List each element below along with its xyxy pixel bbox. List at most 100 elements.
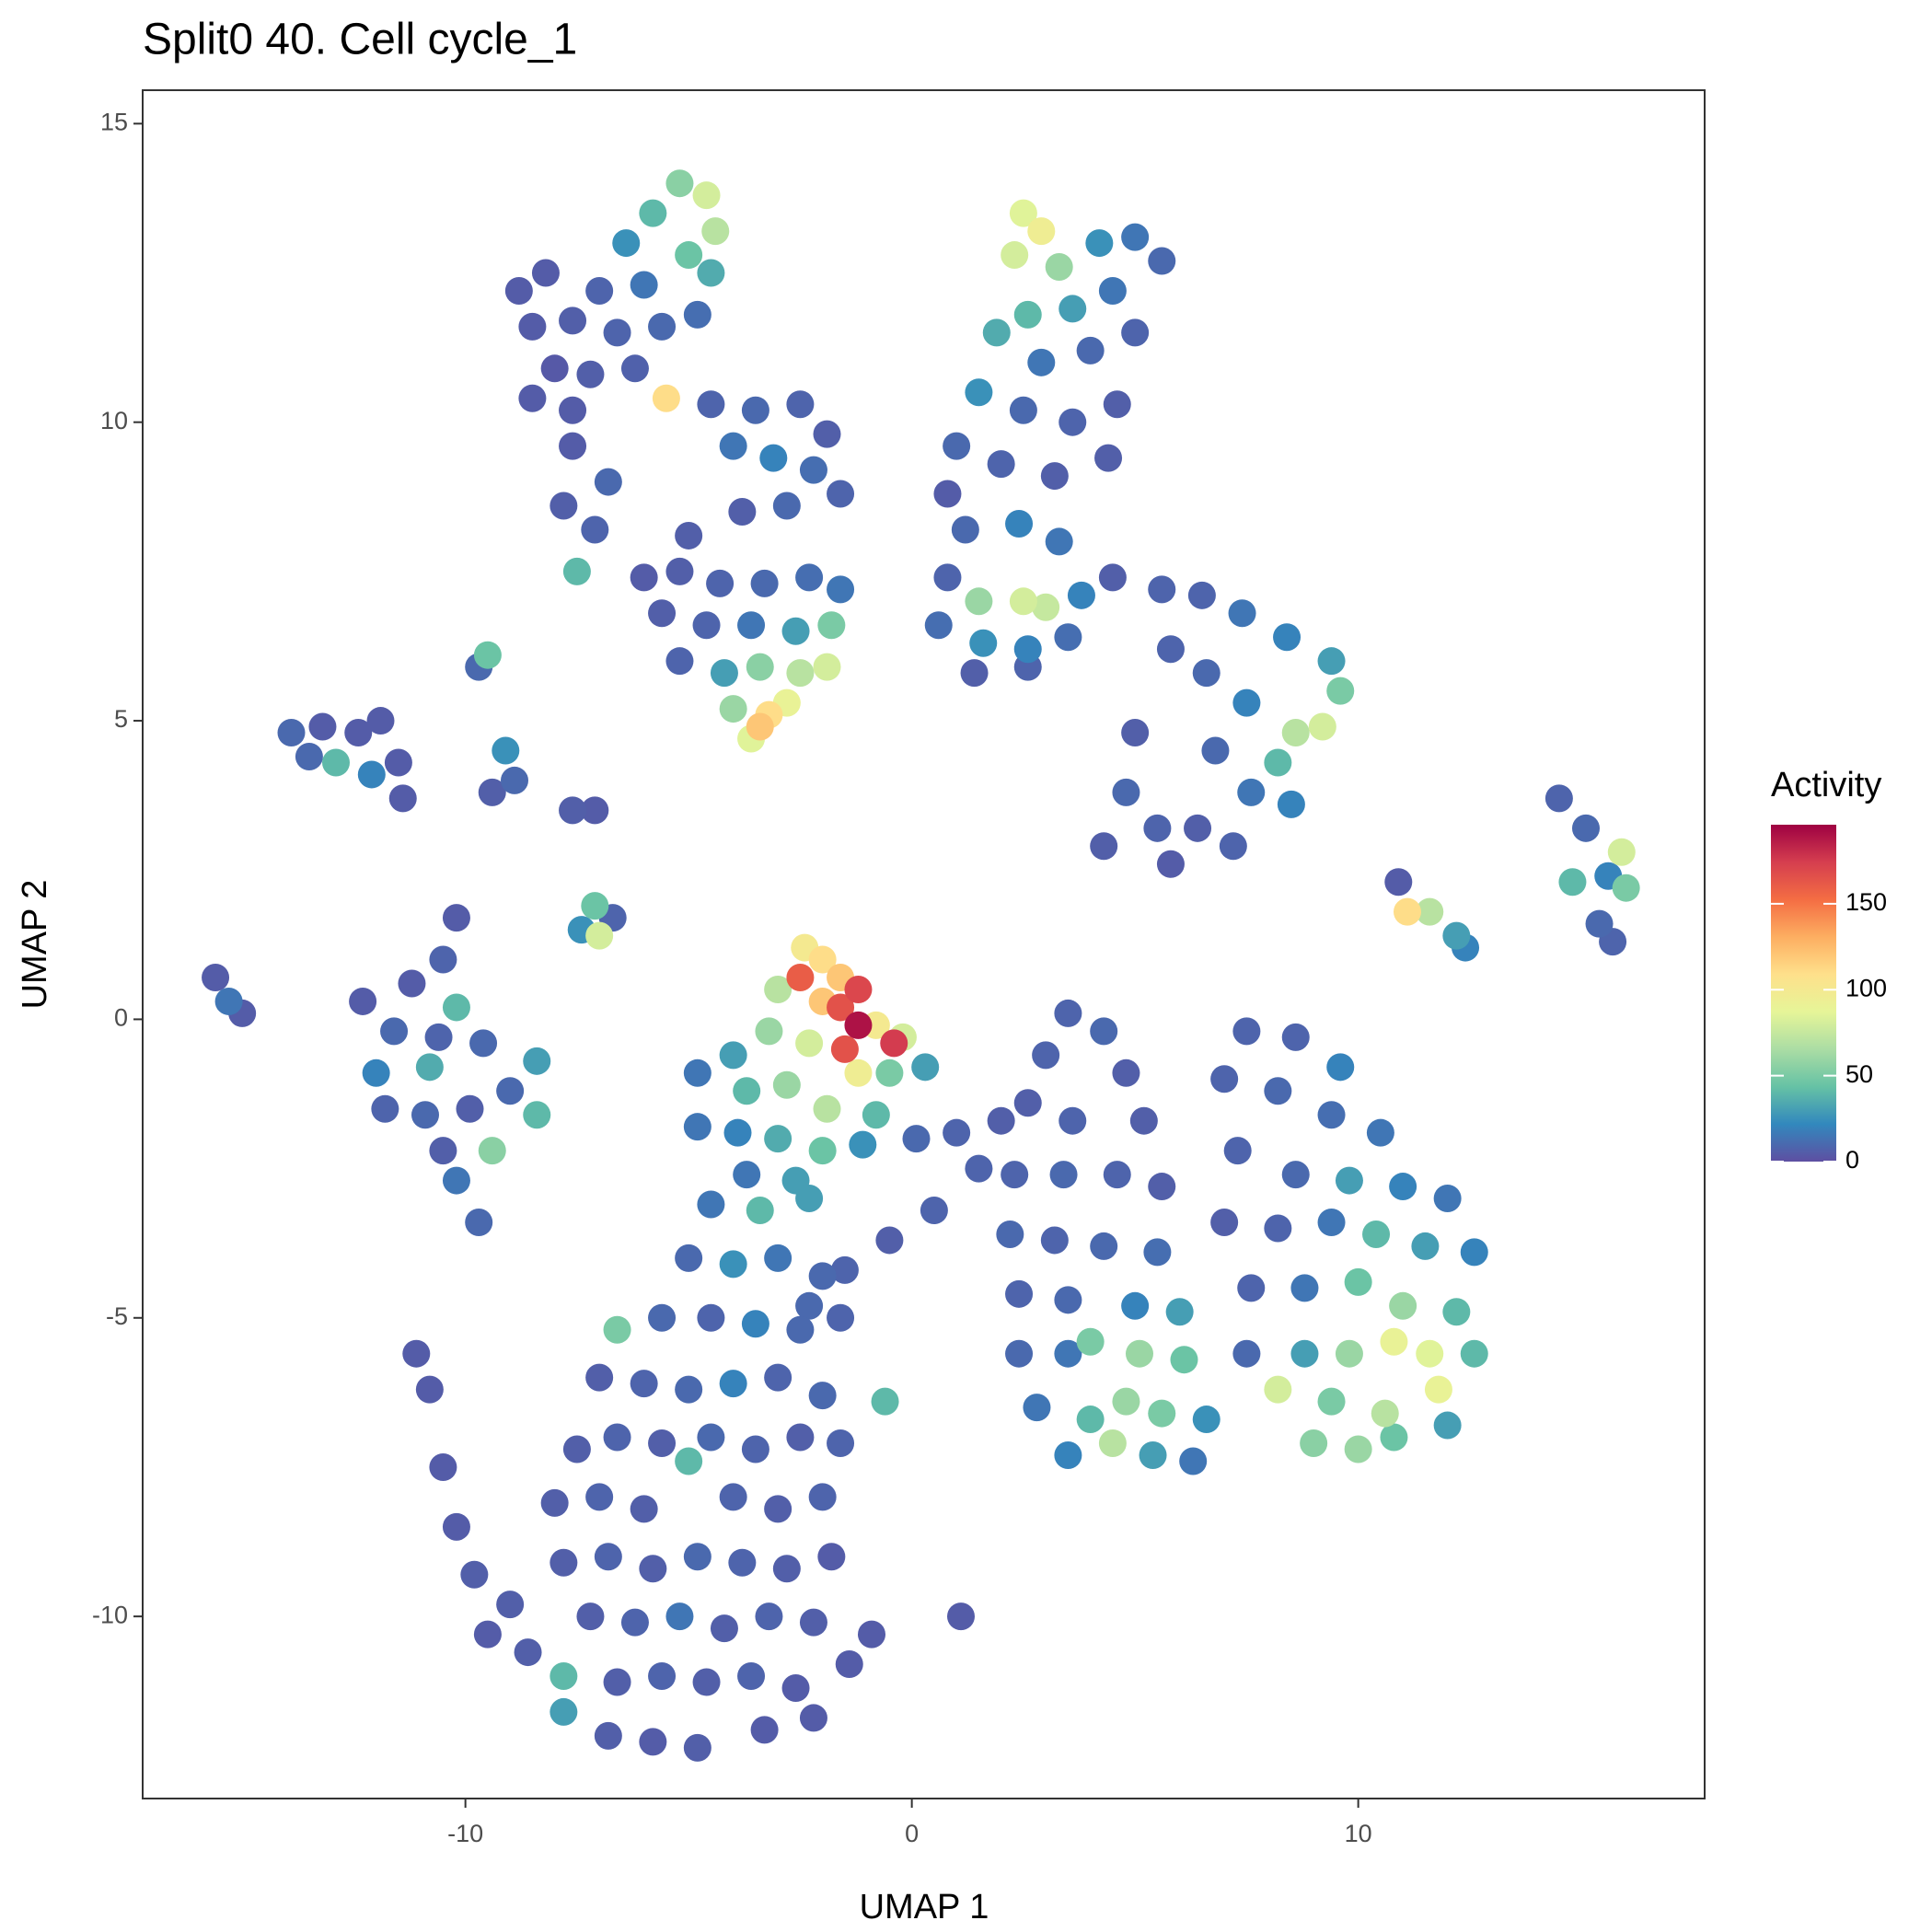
colorbar-tick-label: 100 [1845,974,1887,1001]
point [875,1059,904,1087]
point [813,1094,841,1123]
point [585,1363,614,1392]
point [594,1543,622,1571]
point [1054,623,1082,652]
point [1362,1220,1391,1248]
point [1558,868,1587,897]
point [585,921,614,950]
point [648,312,677,341]
point [697,259,725,287]
point [946,1602,975,1631]
point [1090,832,1118,861]
point [1389,1291,1417,1320]
point [415,1053,444,1082]
point [755,1602,783,1631]
colorbar-tick-label: 150 [1845,888,1887,916]
point [1264,1077,1292,1105]
point [987,1106,1015,1135]
point [665,169,694,198]
point [648,1303,677,1332]
point [710,1614,738,1643]
point [1326,677,1355,705]
point [728,1548,757,1577]
point [1009,587,1037,616]
point [1228,599,1256,628]
point [1156,850,1185,878]
point [1210,1208,1239,1236]
point [648,599,677,628]
point [460,1560,489,1589]
point [456,1094,484,1123]
point [746,653,774,681]
point [1098,276,1127,305]
y-tick-label: 10 [100,407,128,434]
point [1380,1423,1408,1452]
point [1059,295,1087,323]
point [371,1094,399,1123]
point [442,904,470,932]
point [639,1555,667,1583]
x-tick-label: -10 [447,1820,483,1847]
point [697,1423,725,1452]
point [1143,814,1172,842]
point [1416,897,1444,926]
point [1264,1375,1292,1404]
point [1210,1065,1239,1093]
point [697,390,725,419]
point [295,742,323,770]
point [799,456,827,484]
point [1103,1161,1131,1189]
point [786,390,815,419]
point [1027,348,1056,376]
point [733,1161,761,1189]
point [1054,999,1082,1027]
point [1054,1286,1082,1314]
point [1067,581,1095,609]
point [540,354,569,383]
point [550,492,578,520]
point [1442,921,1471,950]
point [982,318,1011,347]
point [808,1483,837,1511]
point [719,1370,747,1398]
point [683,300,711,329]
point [559,432,587,460]
point [786,1423,815,1452]
x-tick-label: 0 [905,1820,919,1847]
point [665,647,694,676]
point [1148,1173,1176,1201]
point [518,384,547,412]
point [1076,1327,1105,1356]
point [1317,1208,1346,1236]
point [719,432,747,460]
point [1290,1274,1319,1302]
point [550,1662,578,1691]
point [1094,444,1123,472]
point [322,748,351,777]
point [1424,1375,1452,1404]
point [772,492,801,520]
point [692,181,721,210]
point [675,521,703,550]
colorbar-title: Activity [1771,766,1881,804]
point [1148,247,1176,275]
point [501,766,529,794]
point [719,1041,747,1070]
point [1184,814,1212,842]
point [1148,1399,1176,1428]
point [683,1733,711,1762]
point [1013,1089,1042,1117]
point [1544,784,1573,813]
point [924,611,953,640]
point [630,563,658,592]
point [795,1291,824,1320]
point [737,1662,766,1691]
point [871,1387,899,1416]
point [701,217,730,246]
point [639,1728,667,1756]
point [875,1226,904,1255]
point [799,1704,827,1732]
point [817,611,846,640]
point [1090,1017,1118,1046]
x-tick-label: 10 [1345,1820,1372,1847]
